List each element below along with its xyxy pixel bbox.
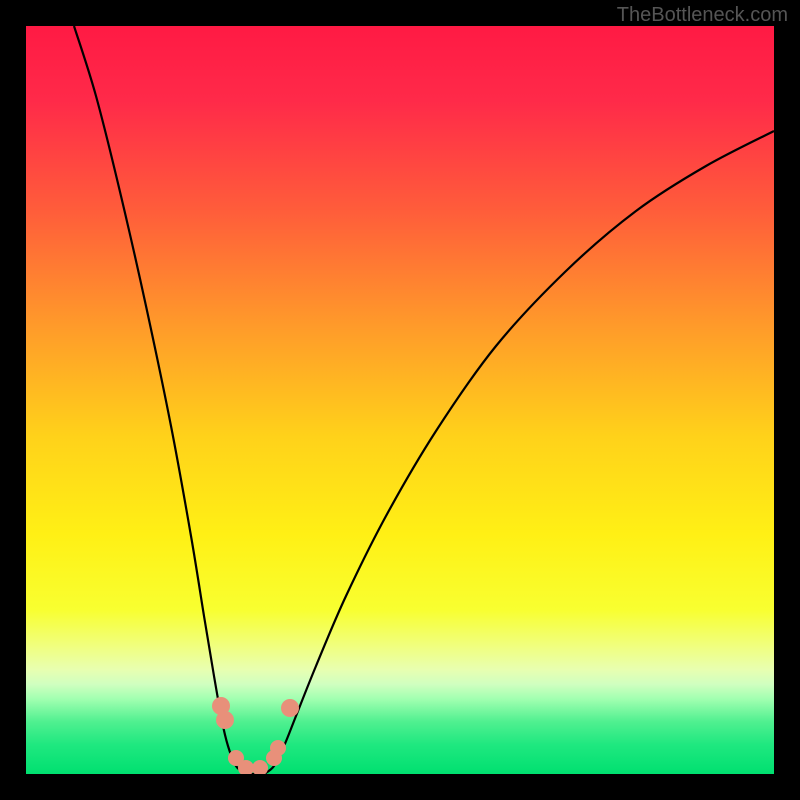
- data-point-marker: [270, 740, 286, 756]
- bottleneck-curve: [26, 26, 774, 774]
- plot-area: [26, 26, 774, 774]
- data-point-marker: [252, 760, 268, 774]
- data-point-marker: [281, 699, 299, 717]
- data-point-marker: [216, 711, 234, 729]
- watermark-text: TheBottleneck.com: [617, 4, 788, 27]
